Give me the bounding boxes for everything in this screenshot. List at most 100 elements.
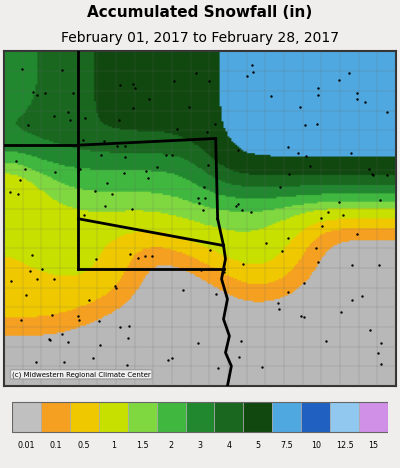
Bar [12,402,388,431]
Bar [301,402,330,431]
Point [58,331,65,338]
Point [376,261,382,269]
Point [346,69,352,76]
Point [301,314,307,321]
Point [340,211,346,219]
Point [180,286,186,294]
Point [97,342,103,349]
Point [124,361,130,368]
Point [232,203,239,210]
Point [348,297,355,304]
Point [204,129,210,136]
Point [201,184,207,191]
Point [367,327,373,334]
Text: Accumulated Snowfall (in): Accumulated Snowfall (in) [87,5,313,20]
Point [39,265,45,273]
Point [165,356,172,364]
Point [122,153,128,161]
Point [195,340,201,347]
Point [301,279,308,287]
Bar [359,402,388,431]
Point [104,179,110,186]
Text: 5: 5 [255,441,260,450]
Point [80,136,86,143]
Point [169,355,175,362]
Text: 4: 4 [226,441,232,450]
Point [314,120,320,127]
Point [70,89,77,97]
Point [22,166,28,173]
Bar [157,402,186,431]
Point [47,336,53,344]
Point [60,358,67,366]
Point [248,208,254,216]
Point [67,116,73,124]
Point [75,312,82,320]
Point [297,312,304,320]
Point [338,308,344,316]
Point [324,208,331,215]
Text: 10: 10 [311,441,321,450]
Point [212,121,218,128]
Point [7,278,14,285]
Bar [99,402,128,431]
Text: 15: 15 [368,441,379,450]
Point [142,252,148,260]
Point [213,291,220,298]
Point [149,252,155,260]
Point [169,151,175,159]
Point [377,360,384,368]
Point [51,112,57,120]
Text: 1.5: 1.5 [136,441,148,450]
Point [318,214,324,221]
Point [126,322,132,330]
Point [359,292,365,300]
Point [250,68,256,75]
Point [302,153,309,160]
Point [74,167,81,175]
Point [122,142,128,150]
Point [76,166,83,173]
Point [194,194,201,202]
Point [42,89,49,97]
Point [279,247,285,255]
Point [86,296,93,303]
Point [174,125,180,133]
Point [215,364,221,372]
Point [275,299,281,307]
Text: (c) Midwestern Regional Climate Center: (c) Midwestern Regional Climate Center [12,371,150,378]
Point [200,206,206,213]
Text: February 01, 2017 to February 28, 2017: February 01, 2017 to February 28, 2017 [61,31,339,45]
Point [14,190,21,197]
Point [236,353,242,360]
Point [29,252,36,259]
Point [142,167,149,175]
Point [362,99,368,106]
Point [132,84,138,91]
Point [33,358,40,366]
Text: 0.5: 0.5 [78,441,91,450]
Point [348,149,354,157]
Point [206,77,212,85]
Text: 7.5: 7.5 [280,441,293,450]
Point [353,95,360,103]
Point [19,65,25,73]
Point [284,289,291,296]
Point [117,81,123,88]
Point [171,77,177,85]
Point [295,149,301,157]
Point [65,109,71,116]
Text: 12.5: 12.5 [336,441,354,450]
Point [244,72,250,80]
Text: 2: 2 [168,441,174,450]
Point [235,201,241,208]
Point [46,336,52,343]
Bar [272,402,301,431]
Point [129,205,135,212]
Bar [128,402,157,431]
Point [286,171,292,178]
Point [134,255,141,262]
Point [240,261,246,268]
Point [34,275,41,283]
Point [377,197,384,204]
